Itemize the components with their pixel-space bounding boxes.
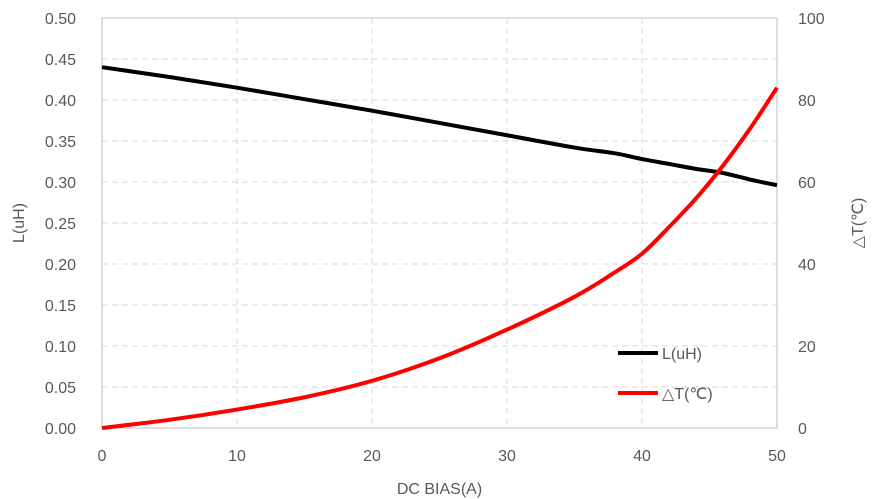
y-tick-label: 0.30 [45, 175, 76, 192]
y2-tick-label: 100 [798, 11, 825, 28]
y2-tick-label: 40 [798, 257, 816, 274]
y-tick-label: 0.10 [45, 339, 76, 356]
y2-tick-label: 0 [798, 421, 807, 438]
y2-tick-label: 60 [798, 175, 816, 192]
x-tick-label: 0 [98, 448, 107, 465]
legend-label-l-uh: L(uH) [662, 346, 702, 363]
y-tick-label: 0.15 [45, 298, 76, 315]
y-tick-label: 0.35 [45, 134, 76, 151]
series-line-delta-t [101, 86, 779, 430]
y-tick-label: 0.50 [45, 11, 76, 28]
grid-lines [102, 18, 777, 428]
x-tick-label: 50 [768, 448, 786, 465]
y-tick-label: 0.25 [45, 216, 76, 233]
y-tick-label: 0.45 [45, 52, 76, 69]
series-lines [101, 65, 779, 430]
x-axis-ticks: 0 10 20 30 40 50 [98, 448, 786, 465]
y-axis-ticks: 0.00 0.05 0.10 0.15 0.20 0.25 0.30 0.35 0.40 0.45… [45, 11, 76, 438]
y-axis-title: L(uH) [11, 203, 28, 243]
legend: L(uH) △T(℃) [618, 346, 713, 403]
y-tick-label: 0.20 [45, 257, 76, 274]
y2-axis-ticks: 0 20 40 60 80 100 [798, 11, 825, 438]
x-axis-title: DC BIAS(A) [397, 481, 482, 498]
series-line-l-uh [101, 65, 778, 188]
y2-axis-title: △T(℃) [850, 198, 867, 249]
y2-tick-label: 80 [798, 93, 816, 110]
plot-frame [101, 17, 778, 429]
y-tick-label: 0.00 [45, 421, 76, 438]
legend-label-delta-t: △T(℃) [662, 386, 713, 403]
x-tick-label: 40 [633, 448, 651, 465]
y-tick-label: 0.05 [45, 380, 76, 397]
y2-tick-label: 20 [798, 339, 816, 356]
x-tick-label: 10 [228, 448, 246, 465]
x-tick-label: 30 [498, 448, 516, 465]
x-tick-label: 20 [363, 448, 381, 465]
y-tick-label: 0.40 [45, 93, 76, 110]
